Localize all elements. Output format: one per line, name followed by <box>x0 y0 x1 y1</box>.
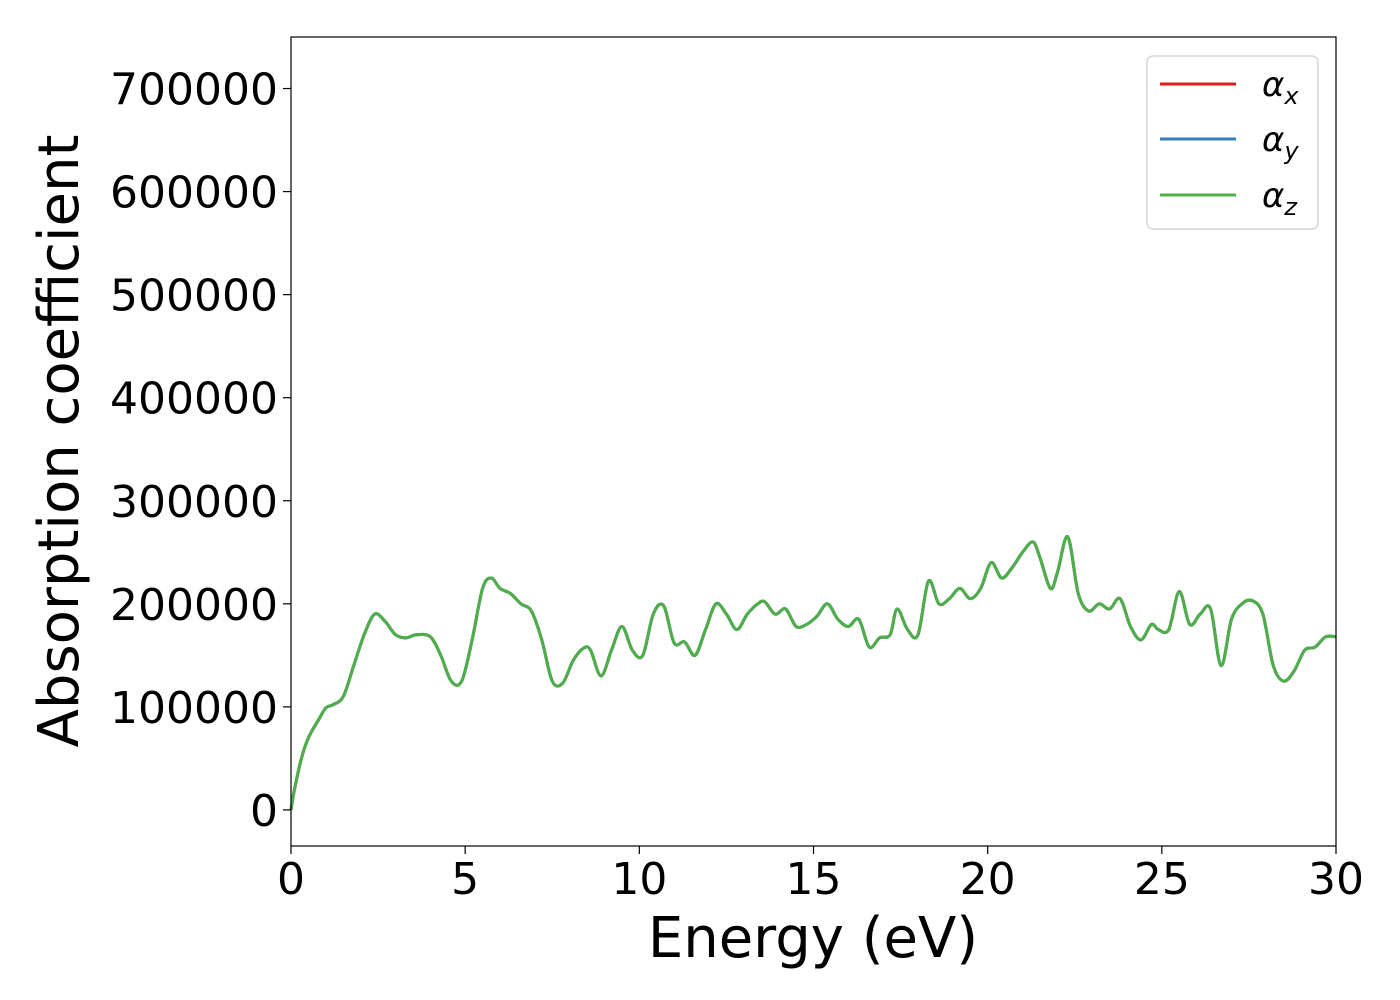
y-tick-label: 400000 <box>110 374 278 425</box>
x-tick-label: 10 <box>611 854 667 905</box>
series-line-alpha-z <box>289 535 1337 811</box>
x-tick-label: 20 <box>960 854 1016 905</box>
x-tick-label: 5 <box>451 854 479 905</box>
y-tick-label: 500000 <box>110 271 278 322</box>
x-tick-label: 25 <box>1134 854 1190 905</box>
x-tick-label: 0 <box>277 854 305 905</box>
y-tick-label: 0 <box>250 786 278 837</box>
y-tick-label: 200000 <box>110 580 278 631</box>
x-tick-label: 15 <box>786 854 842 905</box>
y-tick-label: 600000 <box>110 168 278 219</box>
y-tick-label: 100000 <box>110 683 278 734</box>
y-tick-label: 300000 <box>110 477 278 528</box>
x-axis-label: Energy (eV) <box>648 906 978 971</box>
y-axis-ticks: 0 100000 200000 300000 400000 500000 600000 700… <box>110 65 291 837</box>
series-layer <box>289 535 1337 811</box>
legend-box <box>1146 55 1319 230</box>
y-tick-label: 700000 <box>110 65 278 116</box>
y-axis-label: Absorption coefficient <box>27 135 92 748</box>
x-axis-ticks: 0 5 10 15 20 25 30 <box>277 846 1364 905</box>
x-tick-label: 30 <box>1308 854 1364 905</box>
